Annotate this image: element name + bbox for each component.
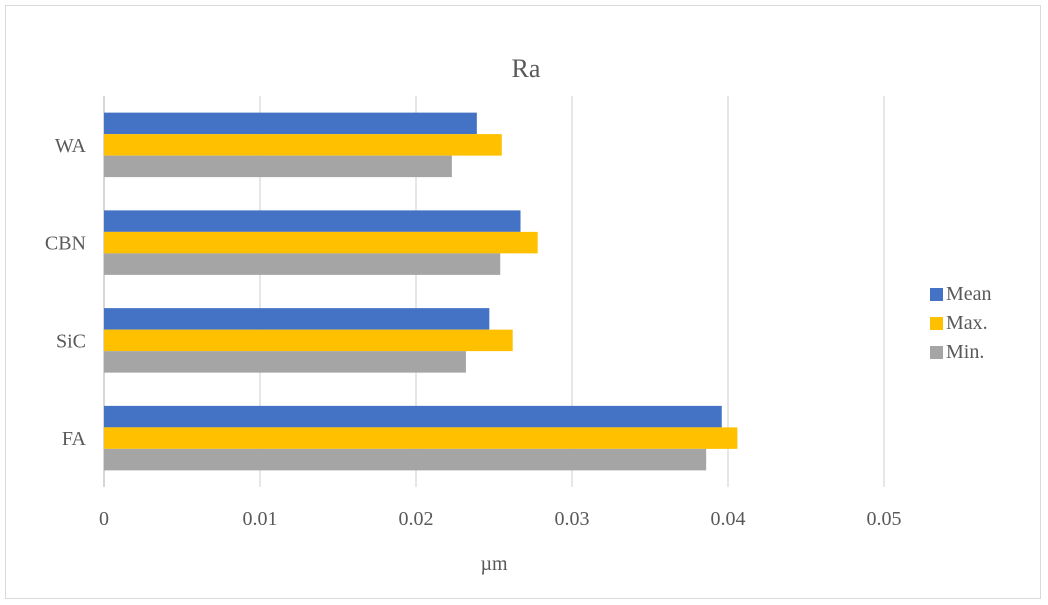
x-tick-label: 0 <box>99 508 109 530</box>
x-tick-label: 0.02 <box>399 508 434 530</box>
legend-label: Mean <box>946 283 992 305</box>
bar-max <box>104 231 538 254</box>
bar-max <box>104 134 502 156</box>
category-label: SiC <box>56 330 86 352</box>
x-tick-label: 0.01 <box>243 508 278 530</box>
bar-min <box>104 448 707 471</box>
bar-max <box>104 329 513 352</box>
chart-frame <box>5 5 1041 599</box>
x-tick-label: 0.05 <box>867 508 902 530</box>
legend-swatch <box>930 346 943 359</box>
category-label: WA <box>55 135 87 157</box>
legend-item: Min. <box>930 338 992 367</box>
bar-mean <box>104 405 722 428</box>
bar-min <box>104 351 466 373</box>
bar-min <box>104 155 452 178</box>
bar-mean <box>104 112 477 135</box>
legend-item: Max. <box>930 309 992 338</box>
chart-title: Ra <box>512 54 541 83</box>
bar-mean <box>104 308 490 330</box>
category-label: FA <box>62 428 87 450</box>
legend-label: Max. <box>946 312 988 334</box>
bar-max <box>104 427 738 449</box>
category-label: CBN <box>45 233 86 255</box>
legend-swatch <box>930 317 943 330</box>
bar-mean <box>104 210 521 232</box>
x-tick-label: 0.04 <box>711 508 746 530</box>
x-axis-label: µm <box>480 553 508 575</box>
legend-item: Mean <box>930 280 992 309</box>
legend-label: Min. <box>946 341 985 363</box>
bar-min <box>104 253 501 275</box>
chart-legend: Mean Max. Min. <box>930 280 992 367</box>
legend-swatch <box>930 288 943 301</box>
x-tick-label: 0.03 <box>555 508 590 530</box>
